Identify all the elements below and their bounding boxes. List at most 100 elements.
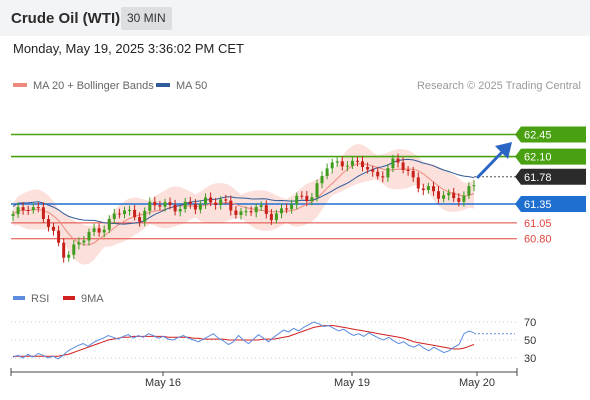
candle-body [229,200,233,211]
candle-body [285,208,289,210]
candle [452,188,456,202]
candle [371,166,375,177]
candle-body [290,204,294,210]
candle-body [274,213,278,221]
candle-body [52,226,55,231]
candle [209,192,213,207]
candle [411,166,415,182]
candle-body [442,195,446,199]
candle [219,196,223,210]
candle-body [87,231,91,241]
candle-body [193,203,197,210]
candle [102,225,106,238]
candle-body [416,177,420,189]
candle [133,204,137,221]
candle-body [16,207,20,215]
candle-body [112,213,116,219]
candle [193,199,197,215]
candle-body [396,158,400,163]
badge-label: 62.45 [524,130,552,142]
level-badge-pivot: 61.35 [515,196,586,212]
candle [330,158,334,174]
candle [366,162,370,174]
candle-body [315,183,319,198]
candlesticks [11,153,476,263]
candle-body [138,217,142,222]
legend-swatch-9ma [63,296,75,301]
candle [437,186,440,204]
candle-body [41,207,45,219]
candle [285,203,289,214]
candle-body [178,209,182,212]
candle-body [361,161,364,167]
candle [224,194,228,205]
candle [335,157,339,167]
candle-body [340,161,344,167]
level-badge-last: 61.78 [515,168,586,185]
candle [295,192,299,210]
candle-body [421,188,425,191]
candle-body [411,171,415,178]
level-labels: 62.45 62.10 61.78 61.35 61.05 60.80 [475,126,586,246]
time-axis-label: May 16 [145,377,181,389]
legend-swatch-rsi [13,296,25,301]
candle [148,197,152,215]
candle [432,181,435,196]
candle [16,202,20,218]
candle-body [82,240,86,243]
candle-body [406,169,410,171]
candle-body [386,168,390,178]
candle [290,199,294,214]
candle [158,200,162,211]
candle-body [168,202,172,205]
legend-rsi: RSI [13,293,49,305]
candle-body [239,211,243,215]
badge-label: 62.10 [524,152,552,164]
research-credit: Research © 2025 Trading Central [416,80,581,92]
candle [41,202,45,223]
candle [416,172,420,193]
legend-swatch-ma20 [13,83,27,88]
candle [198,200,202,214]
candle-body [26,210,30,211]
candle-body [183,201,187,209]
legend-9ma: 9MA [63,293,104,305]
rsi-line [12,321,475,360]
candle-body [371,169,375,172]
candle [426,182,430,194]
candle-body [280,208,283,214]
candle-body [335,161,339,163]
candle [62,238,66,263]
candle [21,202,25,215]
candle-body [173,204,177,212]
candle [320,171,324,189]
candle-body [264,205,268,214]
rsi-panel: 70 50 30 [11,317,536,365]
candle-body [163,202,167,207]
legend-swatch-ma50 [156,83,170,88]
candle [97,223,101,237]
legend-label-rsi: RSI [31,293,50,305]
candle-body [128,209,131,211]
time-axis-label: May 19 [334,377,370,389]
candle [421,183,425,196]
badge-label: 61.78 [524,172,552,184]
candle-body [188,201,192,204]
candle-body [62,242,66,258]
candle [315,179,319,202]
timeframe-button[interactable]: 30 MIN [121,7,172,30]
level-label-support: 60.80 [524,234,552,246]
candle-body [153,201,157,206]
badge-shape [515,126,586,143]
badge-shape [515,196,586,212]
candle-body [198,204,202,210]
candle-body [209,197,213,203]
candle [340,156,344,171]
candle [259,201,263,211]
level-badge-resistance: 62.10 [515,148,586,165]
candle-body [21,207,25,210]
candle-body [72,244,76,255]
candle [234,206,238,219]
candle [386,164,390,182]
candle [188,196,192,209]
